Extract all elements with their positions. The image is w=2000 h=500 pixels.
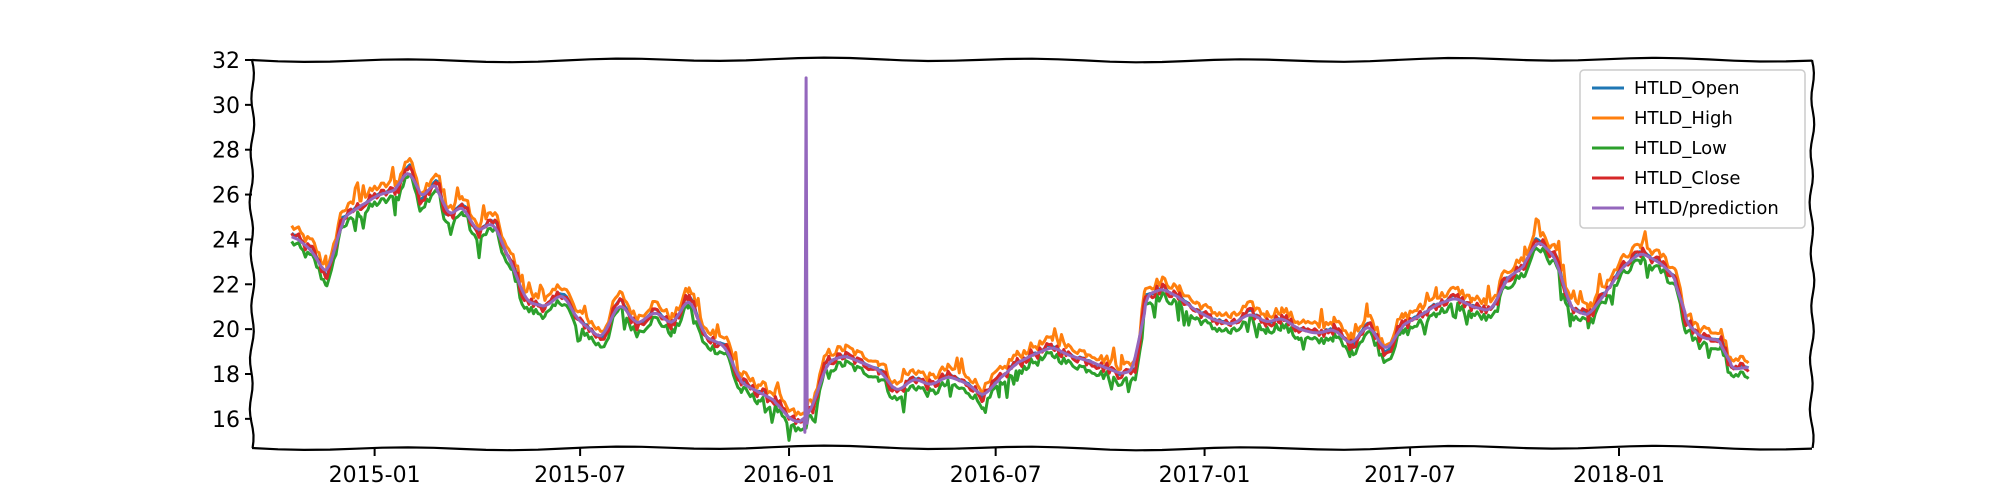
axes-layer: 16 18 20 22 24 26 28 30 32 2015-01 2015-07 2016-01 2… [212, 49, 1816, 488]
series-line-htld-prediction [291, 76, 1749, 434]
y-tick-label: 30 [212, 94, 240, 119]
series-line-htld-high [290, 157, 1750, 417]
y-tick-label: 22 [212, 273, 240, 298]
series-layer [290, 76, 1750, 442]
x-tick-label: 2017-07 [1364, 463, 1456, 488]
y-tick-label: 26 [212, 184, 240, 209]
legend-label: HTLD_Close [1634, 168, 1740, 189]
legend-label: HTLD_High [1634, 108, 1733, 129]
axis-frame-left [248, 59, 256, 449]
axis-frame-bottom [251, 444, 1813, 452]
legend: HTLD_Open HTLD_High HTLD_Low HTLD_Close HTLD… [1579, 69, 1806, 229]
y-tick-label: 32 [212, 49, 240, 74]
series-line-htld-low [290, 172, 1750, 442]
axis-frame-top [251, 56, 1813, 64]
legend-label: HTLD_Low [1634, 138, 1727, 159]
x-tick-label: 2018-01 [1573, 463, 1665, 488]
series-line-htld-open [290, 163, 1750, 424]
legend-box [1579, 69, 1806, 229]
y-tick-label: 20 [212, 318, 240, 343]
x-tick-label: 2015-07 [534, 463, 626, 488]
legend-label: HTLD_Open [1634, 78, 1740, 99]
legend-label: HTLD/prediction [1634, 198, 1779, 219]
x-tick-label: 2016-07 [950, 463, 1042, 488]
axis-frame-right [1808, 59, 1816, 449]
y-tick-label: 28 [212, 139, 240, 164]
x-tick-label: 2015-01 [329, 463, 421, 488]
y-tick-label: 16 [212, 408, 240, 433]
x-tick-label: 2017-01 [1159, 463, 1251, 488]
y-tick-label: 24 [212, 228, 240, 253]
series-line-htld-close [290, 165, 1750, 425]
y-tick-label: 18 [212, 363, 240, 388]
x-tick-label: 2016-01 [743, 463, 835, 488]
